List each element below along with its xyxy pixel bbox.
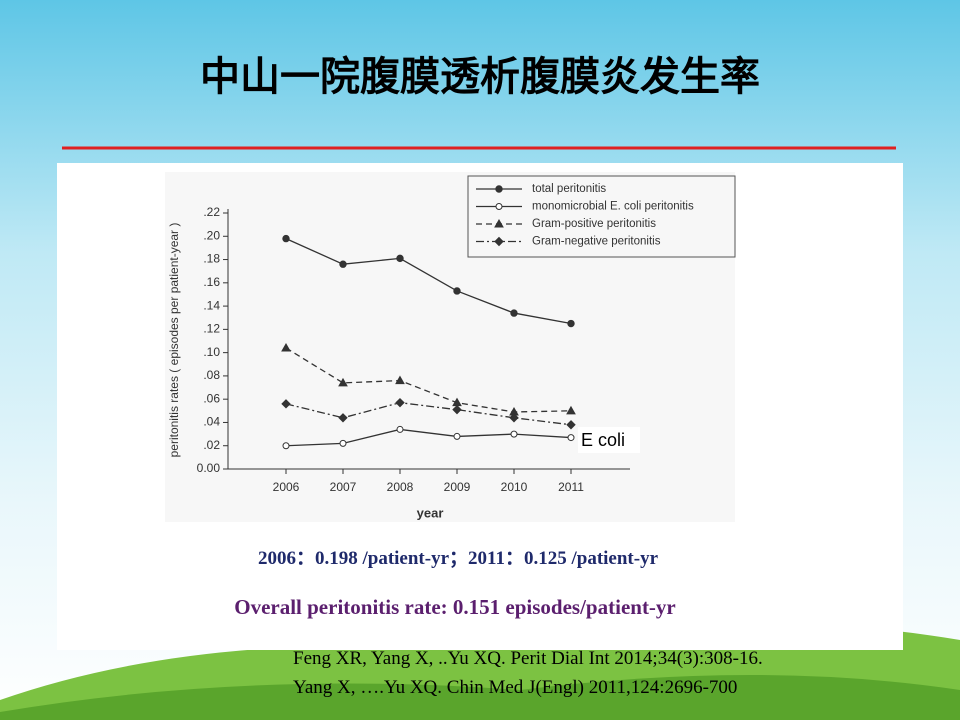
summary: 2006：0.198 /patient-yr；2011：0.125 /patie… [257, 548, 659, 569]
point [396, 254, 404, 263]
y-axis-label: peritonitis rates ( episodes per patient… [167, 223, 181, 458]
point [566, 420, 576, 430]
point [282, 234, 290, 243]
legend-label: monomicrobial E. coli peritonitis [532, 201, 694, 213]
legend-label: Gram-negative peritonitis [532, 236, 661, 248]
point [282, 442, 290, 450]
y-tick-label: 0.00 [197, 461, 221, 475]
point [510, 430, 518, 438]
series-line [285, 347, 572, 413]
point [510, 309, 518, 317]
point [494, 218, 504, 228]
reference: Feng XR, Yang X, ..Yu XQ. Perit Dial Int… [293, 648, 763, 669]
chart-panel [165, 172, 735, 522]
point [567, 319, 575, 328]
x-tick-label: 2006 [273, 480, 300, 494]
point [494, 236, 504, 247]
y-tick-label: .22 [203, 205, 220, 219]
series-line [285, 428, 572, 447]
series-line [285, 238, 572, 325]
y-tick-label: .10 [203, 345, 220, 359]
point [339, 260, 347, 268]
point [281, 342, 291, 352]
point [453, 432, 461, 440]
legend-label: Gram-positive peritonitis [532, 218, 656, 230]
y-tick-label: .08 [203, 368, 220, 382]
y-tick-label: .14 [203, 298, 220, 312]
x-tick-label: 2011 [558, 480, 584, 494]
reference: Yang X, ….Yu XQ. Chin Med J(Engl) 2011,1… [293, 677, 738, 698]
x-tick-label: 2010 [501, 480, 528, 494]
annotation: E coli [581, 430, 625, 450]
y-tick-label: .18 [203, 252, 220, 266]
point [395, 397, 405, 408]
point [338, 413, 348, 423]
legend-label: total peritonitis [532, 183, 606, 195]
annotation-box [578, 427, 640, 453]
x-tick-label: 2008 [387, 480, 414, 494]
legend-box [467, 175, 736, 258]
overall-rate: Overall peritonitis rate: 0.151 episodes… [234, 595, 676, 619]
grass [0, 675, 960, 720]
x-tick-label: 2009 [444, 480, 471, 494]
point [567, 434, 575, 442]
point [495, 203, 503, 210]
y-tick-label: .12 [203, 322, 220, 336]
point [453, 287, 461, 295]
y-tick-label: .04 [203, 415, 220, 429]
slide-title: 中山一院腹膜透析腹膜炎发生率 [200, 54, 760, 100]
y-tick-label: .16 [203, 275, 220, 289]
point [339, 439, 347, 447]
point [338, 377, 348, 387]
point [566, 405, 576, 415]
point [281, 399, 291, 409]
point [395, 375, 405, 385]
point [495, 185, 503, 193]
x-tick-label: 2007 [330, 480, 357, 494]
y-tick-label: .02 [203, 438, 220, 452]
series-line [285, 402, 572, 426]
x-axis-label: year [417, 505, 444, 520]
point [509, 413, 519, 423]
y-tick-label: .20 [203, 228, 220, 242]
y-tick-label: .06 [203, 391, 220, 405]
point [452, 404, 462, 415]
point [396, 425, 404, 433]
